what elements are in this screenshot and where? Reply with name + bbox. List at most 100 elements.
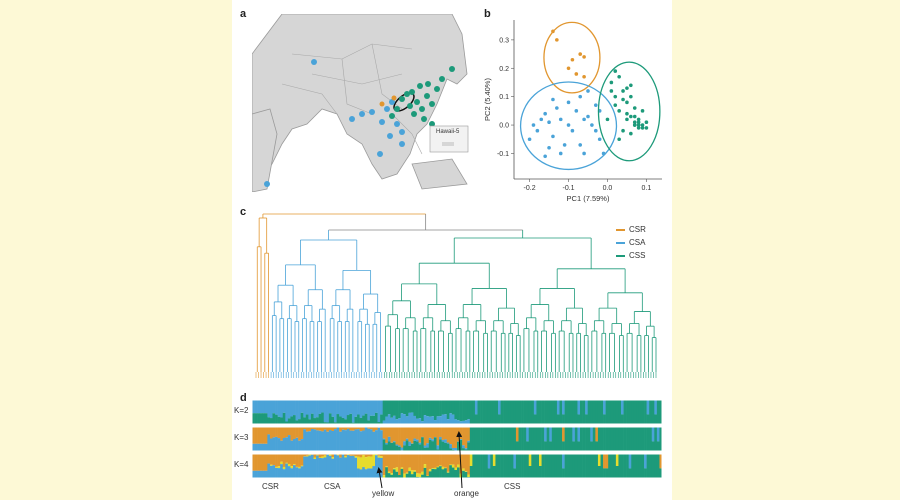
- structure-bar-segment: [603, 427, 606, 451]
- structure-bar-segment: [605, 427, 609, 451]
- structure-bar-segment: [305, 455, 309, 457]
- structure-bar-segment: [390, 400, 394, 418]
- structure-bar-segment: [436, 466, 440, 468]
- structure-bar-segment: [300, 400, 304, 413]
- structure-bar-segment: [418, 427, 422, 443]
- structure-bar-segment: [395, 445, 399, 451]
- structure-bar-segment: [503, 400, 506, 424]
- structure-bar-segment: [305, 454, 309, 456]
- point-csa: [566, 123, 571, 127]
- structure-bar-segment: [339, 416, 342, 424]
- structure-bar-segment: [380, 414, 383, 424]
- structure-bar-segment: [262, 454, 266, 471]
- structure-bar-segment: [326, 400, 330, 423]
- structure-bar-segment: [603, 400, 606, 415]
- structure-bar-segment: [541, 454, 545, 478]
- structure-bar-segment: [464, 449, 468, 451]
- structure-bar-segment: [649, 400, 653, 424]
- structure-bar-segment: [505, 427, 509, 451]
- structure-bar-segment: [359, 454, 363, 458]
- structure-bar-segment: [469, 466, 473, 478]
- group-label-csr: CSR: [262, 482, 279, 491]
- structure-bar-segment: [433, 469, 437, 478]
- structure-bar-segment: [444, 414, 448, 424]
- structure-bar-segment: [638, 400, 642, 424]
- structure-bar-segment: [451, 454, 455, 465]
- structure-bar-segment: [592, 454, 596, 478]
- structure-bar-segment: [293, 465, 296, 478]
- structure-bar-segment: [259, 413, 263, 424]
- structure-bar-segment: [357, 468, 360, 478]
- structure-bar-segment: [492, 427, 496, 451]
- structure-bar-segment: [382, 475, 386, 478]
- structure-bar-segment: [395, 471, 399, 478]
- structure-bar-segment: [654, 414, 658, 424]
- structure-bar-segment: [554, 454, 558, 478]
- structure-bar-segment: [331, 454, 335, 458]
- k2-label: K=2: [234, 406, 249, 415]
- structure-bar-segment: [313, 400, 317, 419]
- structure-bar-segment: [651, 427, 655, 442]
- point-css: [629, 83, 633, 88]
- structure-bar-segment: [257, 443, 260, 451]
- structure-bar-segment: [377, 454, 381, 456]
- structure-bar-segment: [631, 400, 635, 424]
- structure-bar-segment: [364, 457, 368, 470]
- structure-bar-segment: [651, 400, 655, 424]
- structure-bar-segment: [428, 439, 432, 451]
- structure-bar-segment: [595, 441, 599, 451]
- structure-bar-segment: [264, 470, 268, 478]
- structure-bar-segment: [367, 400, 371, 421]
- structure-bar-segment: [423, 447, 427, 451]
- structure-bar-segment: [377, 400, 381, 423]
- y-tick-label: 0.2: [499, 66, 509, 73]
- structure-bar-segment: [395, 419, 399, 424]
- structure-bar-segment: [605, 400, 609, 424]
- hawaii-inset: [429, 125, 469, 153]
- point-css: [613, 94, 618, 99]
- structure-bar-segment: [362, 454, 366, 456]
- structure-bar-segment: [336, 455, 340, 478]
- structure-bar-segment: [410, 443, 414, 451]
- structure-bar-segment: [582, 427, 586, 451]
- structure-bar-segment: [528, 466, 532, 478]
- structure-bar-segment: [410, 427, 414, 444]
- structure-bar-segment: [564, 400, 568, 424]
- point-csa: [593, 128, 598, 133]
- structure-bar-segment: [454, 427, 458, 448]
- structure-bar-segment: [559, 454, 563, 478]
- structure-bar-segment: [346, 428, 350, 451]
- structure-bar-segment: [334, 400, 337, 423]
- structure-bar-segment: [398, 400, 401, 419]
- structure-bar-segment: [451, 449, 455, 451]
- structure-bar-segment: [587, 427, 591, 451]
- structure-bar-segment: [444, 442, 448, 451]
- structure-bar-segment: [564, 454, 568, 478]
- structure-bar-segment: [462, 470, 465, 478]
- structure-bar-segment: [441, 469, 445, 478]
- structure-bar-segment: [346, 400, 350, 416]
- structure-bar-segment: [628, 427, 632, 451]
- structure-bar-segment: [467, 442, 471, 451]
- structure-bar-segment: [359, 427, 363, 432]
- point-css: [640, 126, 645, 130]
- structure-bar-segment: [595, 454, 599, 478]
- point-css: [644, 126, 649, 130]
- structure-bar-segment: [300, 412, 304, 424]
- structure-bar-segment: [277, 427, 281, 439]
- structure-bar-segment: [469, 427, 473, 451]
- structure-bar-segment: [638, 454, 642, 478]
- structure-bar-segment: [300, 439, 304, 451]
- structure-bar-segment: [382, 420, 386, 424]
- structure-bar-segment: [433, 436, 437, 438]
- point-css: [640, 123, 645, 127]
- ellipse-csa: [519, 81, 618, 171]
- structure-bar-segment: [495, 427, 499, 451]
- structure-bar-segment: [615, 466, 619, 478]
- structure-bar-segment: [357, 427, 360, 430]
- structure-bar-segment: [354, 400, 358, 417]
- structure-bar-segment: [551, 454, 555, 478]
- structure-bar-segment: [277, 454, 281, 467]
- structure-bar-segment: [574, 400, 578, 424]
- structure-bar-segment: [385, 444, 389, 451]
